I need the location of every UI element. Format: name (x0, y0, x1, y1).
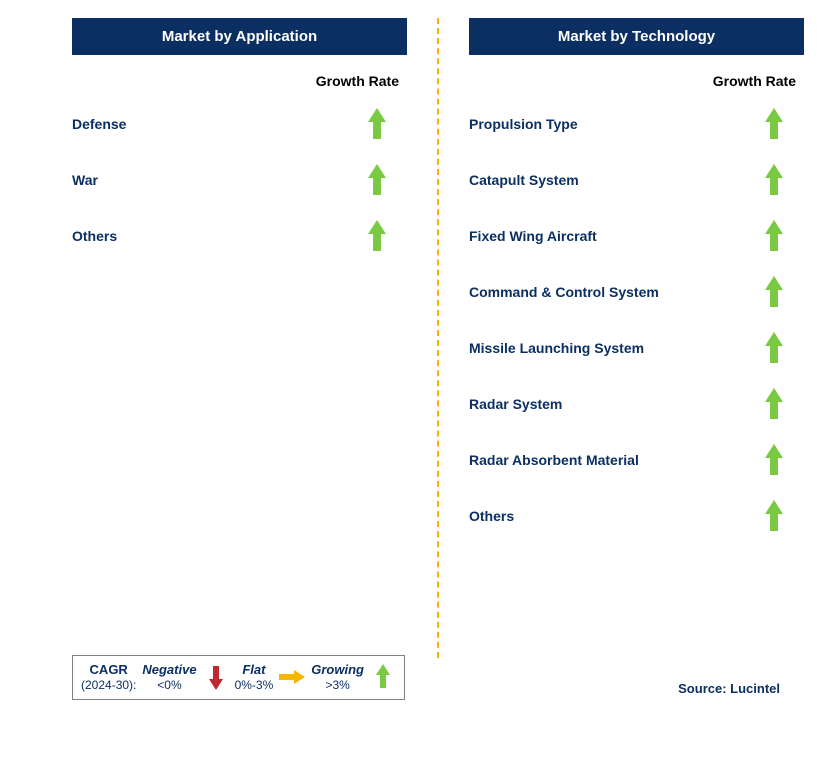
market-panels-container: Market by Application Growth Rate Defens… (0, 0, 840, 658)
list-item-label: Others (469, 508, 744, 524)
panel-application: Market by Application Growth Rate Defens… (72, 18, 437, 658)
growth-indicator (347, 164, 407, 196)
growth-indicator (744, 164, 804, 196)
growth-indicator (347, 108, 407, 140)
arrow-up-icon (765, 164, 783, 196)
growth-indicator (744, 332, 804, 364)
panel-technology-header: Market by Technology (469, 18, 804, 55)
growth-rate-header-left: Growth Rate (72, 73, 407, 89)
legend-negative: Negative <0% (142, 662, 196, 693)
cagr-legend: CAGR (2024-30): Negative <0% Flat 0%-3% … (72, 655, 405, 700)
list-item: Defense (72, 107, 407, 141)
list-item-label: Radar Absorbent Material (469, 452, 744, 468)
legend-growing-arrow-slot (370, 664, 396, 690)
legend-growing-range: >3% (325, 678, 349, 693)
source-label: Source: Lucintel (678, 681, 780, 696)
growth-rate-header-right: Growth Rate (469, 73, 804, 89)
list-item-label: Fixed Wing Aircraft (469, 228, 744, 244)
arrow-up-icon (368, 108, 386, 140)
panel-technology: Market by Technology Growth Rate Propuls… (439, 18, 804, 658)
arrow-up-icon (368, 220, 386, 252)
legend-flat-arrow-slot (279, 670, 305, 684)
legend-cagr-label: CAGR (2024-30): (81, 662, 136, 693)
legend-flat-range: 0%-3% (235, 678, 274, 693)
legend-cagr-bottom: (2024-30): (81, 678, 136, 693)
arrow-up-icon (765, 332, 783, 364)
list-item: Fixed Wing Aircraft (469, 219, 804, 253)
growth-indicator (744, 500, 804, 532)
arrow-up-icon (765, 276, 783, 308)
growth-indicator (744, 276, 804, 308)
list-item: Others (469, 499, 804, 533)
arrow-right-icon (279, 670, 305, 684)
arrow-up-icon (376, 664, 390, 690)
growth-indicator (744, 388, 804, 420)
arrow-up-icon (765, 108, 783, 140)
list-item: Others (72, 219, 407, 253)
arrow-up-icon (765, 388, 783, 420)
list-item-label: War (72, 172, 347, 188)
legend-growing: Growing >3% (311, 662, 364, 693)
growth-indicator (744, 108, 804, 140)
growth-indicator (347, 220, 407, 252)
legend-cagr-top: CAGR (90, 662, 128, 678)
list-item: Command & Control System (469, 275, 804, 309)
growth-indicator (744, 220, 804, 252)
list-item: Radar Absorbent Material (469, 443, 804, 477)
legend-negative-label: Negative (142, 662, 196, 678)
panel-application-header: Market by Application (72, 18, 407, 55)
arrow-up-icon (765, 500, 783, 532)
list-item: Radar System (469, 387, 804, 421)
list-item-label: Others (72, 228, 347, 244)
list-item-label: Catapult System (469, 172, 744, 188)
arrow-up-icon (765, 220, 783, 252)
legend-growing-label: Growing (311, 662, 364, 678)
legend-negative-arrow-slot (203, 664, 229, 690)
list-item: Catapult System (469, 163, 804, 197)
list-item: Propulsion Type (469, 107, 804, 141)
list-item-label: Radar System (469, 396, 744, 412)
list-item-label: Propulsion Type (469, 116, 744, 132)
list-item-label: Missile Launching System (469, 340, 744, 356)
arrow-up-icon (765, 444, 783, 476)
technology-rows: Propulsion Type Catapult System Fixed Wing… (469, 107, 804, 533)
arrow-up-icon (368, 164, 386, 196)
list-item: Missile Launching System (469, 331, 804, 365)
legend-negative-range: <0% (157, 678, 181, 693)
list-item-label: Command & Control System (469, 284, 744, 300)
legend-flat: Flat 0%-3% (235, 662, 274, 693)
list-item: War (72, 163, 407, 197)
list-item-label: Defense (72, 116, 347, 132)
legend-flat-label: Flat (242, 662, 265, 678)
growth-indicator (744, 444, 804, 476)
arrow-down-icon (209, 664, 223, 690)
application-rows: Defense War Others (72, 107, 407, 253)
